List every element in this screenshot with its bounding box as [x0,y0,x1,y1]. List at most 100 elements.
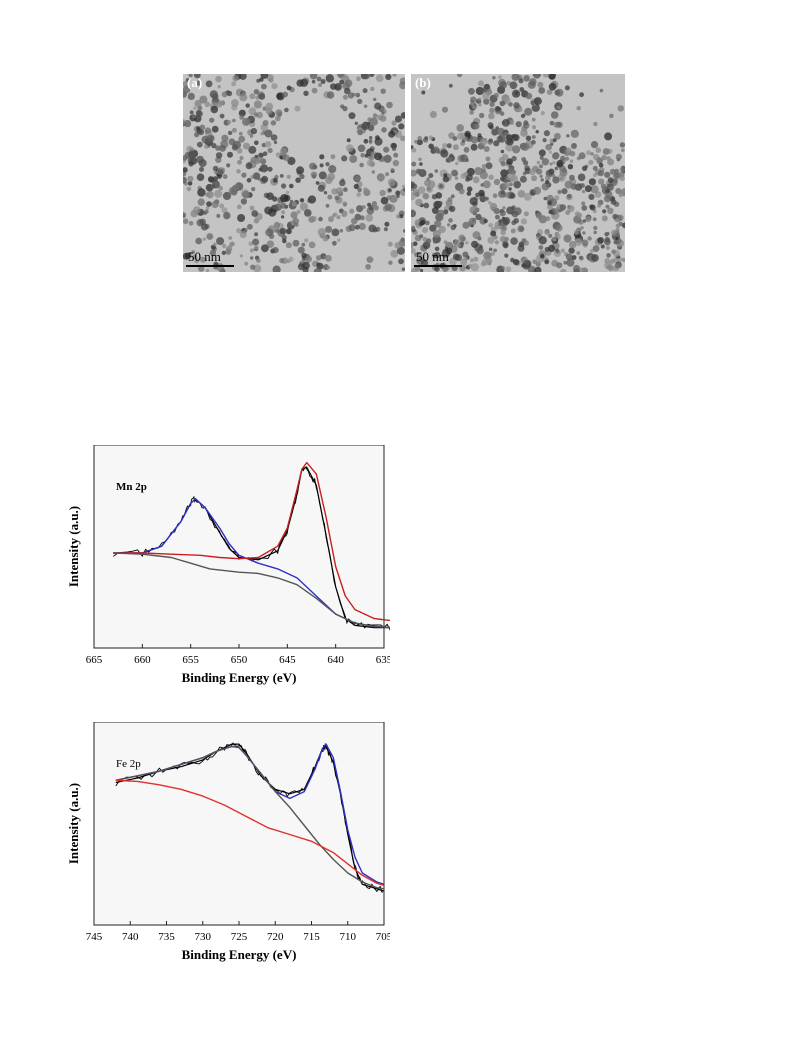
particle [492,193,498,198]
particle [608,265,614,272]
particle [325,74,334,83]
particle [328,165,337,174]
particle [493,248,497,253]
plot-frame [93,444,385,649]
particle [385,74,392,80]
particle [582,231,586,235]
particle [568,240,577,249]
particle [342,94,348,100]
particle [273,140,278,145]
particle [505,266,512,272]
particle [411,161,417,167]
particle [383,146,390,153]
particle [373,205,379,211]
particle [379,189,386,197]
particle [556,159,564,168]
particle [450,224,456,231]
particle [228,236,233,240]
particle [505,143,514,152]
particle [359,215,365,221]
particle [390,249,399,258]
particle [251,210,259,217]
particle [449,153,454,158]
particle [333,212,338,217]
particle [520,218,527,225]
particle [479,112,485,119]
particle [236,228,242,234]
series-line [115,745,385,890]
particle [341,210,348,217]
particle [361,121,370,131]
particle [309,162,317,170]
particle [494,240,499,245]
particle [597,170,604,177]
particle [213,170,218,175]
particle [411,182,414,189]
particle [493,178,501,186]
particle [541,182,550,191]
particle [434,169,439,173]
particle [597,203,602,208]
particle [217,169,224,176]
particle [299,202,308,211]
particle [424,220,430,226]
particle [209,249,216,256]
particle [442,266,449,272]
particle [545,175,551,181]
particle [462,221,470,229]
particle [308,216,315,223]
particle [342,201,348,207]
particle [215,152,223,159]
particle [281,215,285,219]
particle [431,207,439,214]
particle [548,83,557,91]
particle [395,190,401,196]
particle [544,259,549,264]
particle [493,140,500,147]
particle [236,204,242,210]
particle [331,228,340,237]
particle [458,234,466,242]
particle [292,217,299,225]
particle [511,228,517,234]
particle [579,92,584,98]
particle [438,184,444,189]
x-tick-label: 745 [86,931,103,943]
particle [440,149,449,158]
particle [365,263,371,270]
particle [304,209,312,217]
particle [275,152,281,158]
particle [400,135,405,142]
particle [619,175,625,182]
particle [581,189,586,194]
particle [531,139,536,145]
particle [253,112,259,117]
particle [559,168,568,177]
particle [373,97,377,102]
particle [236,147,243,154]
particle [414,252,419,258]
y-axis-label: Intensity (a.u.) [66,506,81,587]
particle [193,206,201,214]
particle [371,170,376,174]
particle [325,162,330,167]
particle [368,139,373,143]
tem-particles-b [411,74,625,272]
particle [535,212,543,220]
particle [567,205,575,213]
particle [448,218,453,223]
particle [279,155,283,160]
particle [325,203,330,208]
particle [434,266,440,272]
particle [550,111,559,119]
particle [331,188,338,195]
particle [199,124,206,131]
particle [419,219,426,226]
particle [488,247,493,252]
particle [183,212,186,219]
particle [487,122,494,129]
particle [534,266,542,272]
particle [194,99,202,108]
particle [196,173,205,181]
particle [602,148,610,155]
